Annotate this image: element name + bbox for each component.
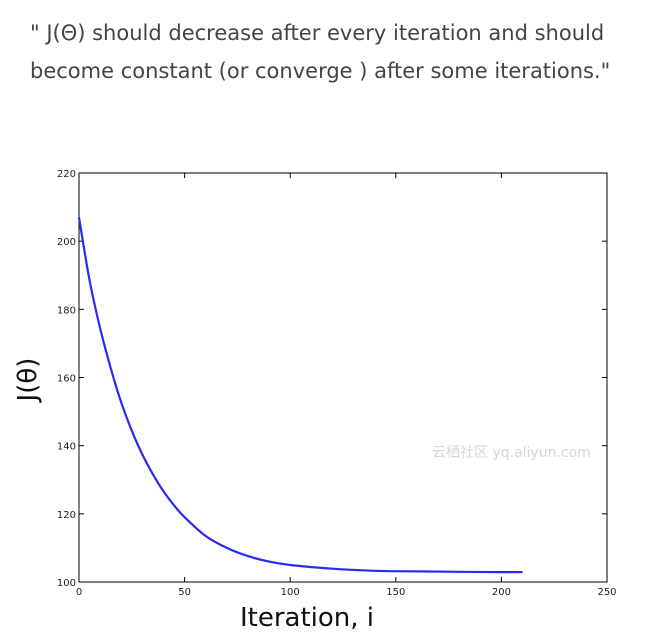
chart-svg: 0 50 100 150 200 250 100 120 140 160 180 200 220 Ite… — [13, 169, 617, 633]
x-tick-label: 250 — [597, 587, 616, 598]
x-tick-label: 50 — [178, 587, 191, 598]
x-tick-label: 200 — [492, 587, 511, 598]
watermark-text: 云栖社区 yq.aliyun.com — [432, 445, 591, 461]
y-tick-label: 140 — [57, 442, 76, 453]
y-axis-title: J(θ) — [13, 358, 43, 404]
y-tick-label: 200 — [57, 237, 76, 248]
x-tick-label: 100 — [281, 587, 300, 598]
series-line — [77, 217, 523, 574]
chart: 0 50 100 150 200 250 100 120 140 160 180 200 220 Ite… — [0, 150, 672, 640]
series-group — [77, 217, 523, 574]
y-tick-label: 120 — [57, 510, 76, 521]
x-tick-label: 0 — [76, 587, 82, 598]
y-tick-label: 180 — [57, 305, 76, 316]
caption-quote: " J(Θ) should decrease after every itera… — [30, 21, 611, 83]
y-tick-label: 220 — [57, 169, 76, 180]
plot-frame — [78, 172, 608, 583]
x-tick-label: 150 — [386, 587, 405, 598]
y-tick-label: 100 — [57, 578, 76, 589]
y-tick-label: 160 — [57, 374, 76, 385]
x-axis-title: Iteration, i — [240, 603, 374, 633]
axis-ticks: 0 50 100 150 200 250 100 120 140 160 180 200 220 — [57, 169, 617, 598]
